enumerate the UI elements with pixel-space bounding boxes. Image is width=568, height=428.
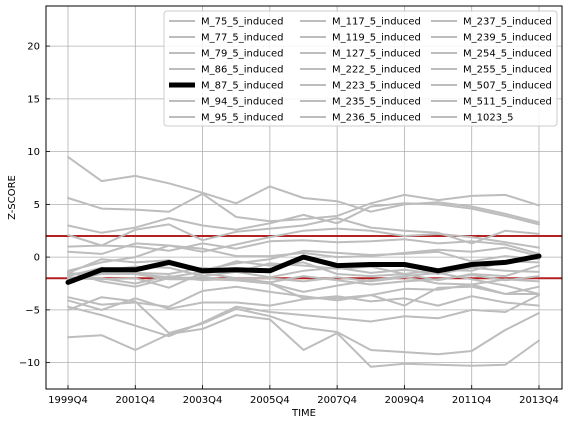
legend: M_75_5_induced M_77_5_induced M_79_5_induc…	[163, 10, 558, 127]
series-line-m-95-5-induced	[67, 227, 540, 255]
y-tick-label: −10	[19, 358, 40, 369]
x-tick-label: 2011Q4	[452, 395, 492, 406]
legend-entry: M_223_5_induced	[332, 81, 421, 92]
series-line-m-94-5-induced	[67, 238, 540, 255]
y-axis-label: Z-SCORE	[7, 175, 18, 220]
y-tick-label: 20	[27, 42, 40, 53]
series-line-m-117-5-induced	[67, 244, 540, 272]
series-line-m-223-5-induced	[67, 270, 540, 295]
y-tick-label: −5	[25, 305, 40, 316]
series-line-m-87-5-induced	[65, 253, 542, 285]
legend-box	[163, 10, 558, 127]
series-line-m-237-5-induced	[67, 294, 540, 338]
legend-entry: M_255_5_induced	[463, 65, 552, 76]
legend-entry: M_119_5_induced	[332, 33, 421, 44]
x-tick-label: 1999Q4	[48, 395, 88, 406]
series-lines	[65, 155, 542, 368]
series-line-m-86-5-induced	[67, 217, 540, 247]
series-line-m-511-5-induced	[67, 266, 540, 279]
y-tick-label: 10	[27, 147, 40, 158]
x-axis-label: TIME	[291, 408, 316, 419]
series-line-m-1023-5	[67, 260, 540, 282]
series-line-m-79-5-induced	[67, 202, 540, 234]
legend-entry: M_87_5_induced	[201, 81, 284, 92]
x-tick-label: 2005Q4	[250, 395, 290, 406]
legend-entry: M_94_5_induced	[201, 97, 284, 108]
legend-entry: M_1023_5	[463, 113, 513, 124]
legend-entry: M_511_5_induced	[463, 97, 552, 108]
plot-frame	[45, 5, 563, 390]
x-tick-label: 2007Q4	[317, 395, 357, 406]
legend-entry: M_239_5_induced	[463, 33, 552, 44]
x-tick-label: 2003Q4	[183, 395, 223, 406]
series-line-m-75-5-induced	[67, 155, 540, 224]
legend-entry: M_237_5_induced	[463, 17, 552, 28]
y-tick-label: 5	[34, 200, 40, 211]
series-line-m-254-5-induced	[67, 314, 540, 368]
series-line-m-239-5-induced	[67, 296, 540, 356]
x-tick-label: 2013Q4	[519, 395, 559, 406]
legend-entry: M_75_5_induced	[201, 17, 284, 28]
series-line-m-119-5-induced	[67, 249, 540, 274]
y-tick-label: 15	[27, 94, 40, 105]
series-line-m-507-5-induced	[67, 275, 540, 286]
legend-entry: M_235_5_induced	[332, 97, 421, 108]
x-tick-label: 2001Q4	[115, 395, 155, 406]
y-tick-label: 0	[34, 253, 40, 264]
axis-ticks: 1999Q4 2001Q4 2003Q4 2005Q4 2007Q4 2009Q4 2011…	[19, 42, 559, 406]
x-tick-label: 2009Q4	[385, 395, 425, 406]
legend-entry: M_236_5_induced	[332, 113, 421, 124]
legend-entry: M_77_5_induced	[201, 33, 284, 44]
legend-entry: M_79_5_induced	[201, 49, 284, 60]
legend-entry: M_127_5_induced	[332, 49, 421, 60]
legend-entry: M_95_5_induced	[201, 113, 284, 124]
legend-entry: M_254_5_induced	[463, 49, 552, 60]
legend-entry: M_86_5_induced	[201, 65, 284, 76]
legend-entry: M_222_5_induced	[332, 65, 421, 76]
legend-entry: M_507_5_induced	[463, 81, 552, 92]
legend-entry: M_117_5_induced	[332, 17, 421, 28]
series-line-m-77-5-induced	[67, 192, 540, 223]
